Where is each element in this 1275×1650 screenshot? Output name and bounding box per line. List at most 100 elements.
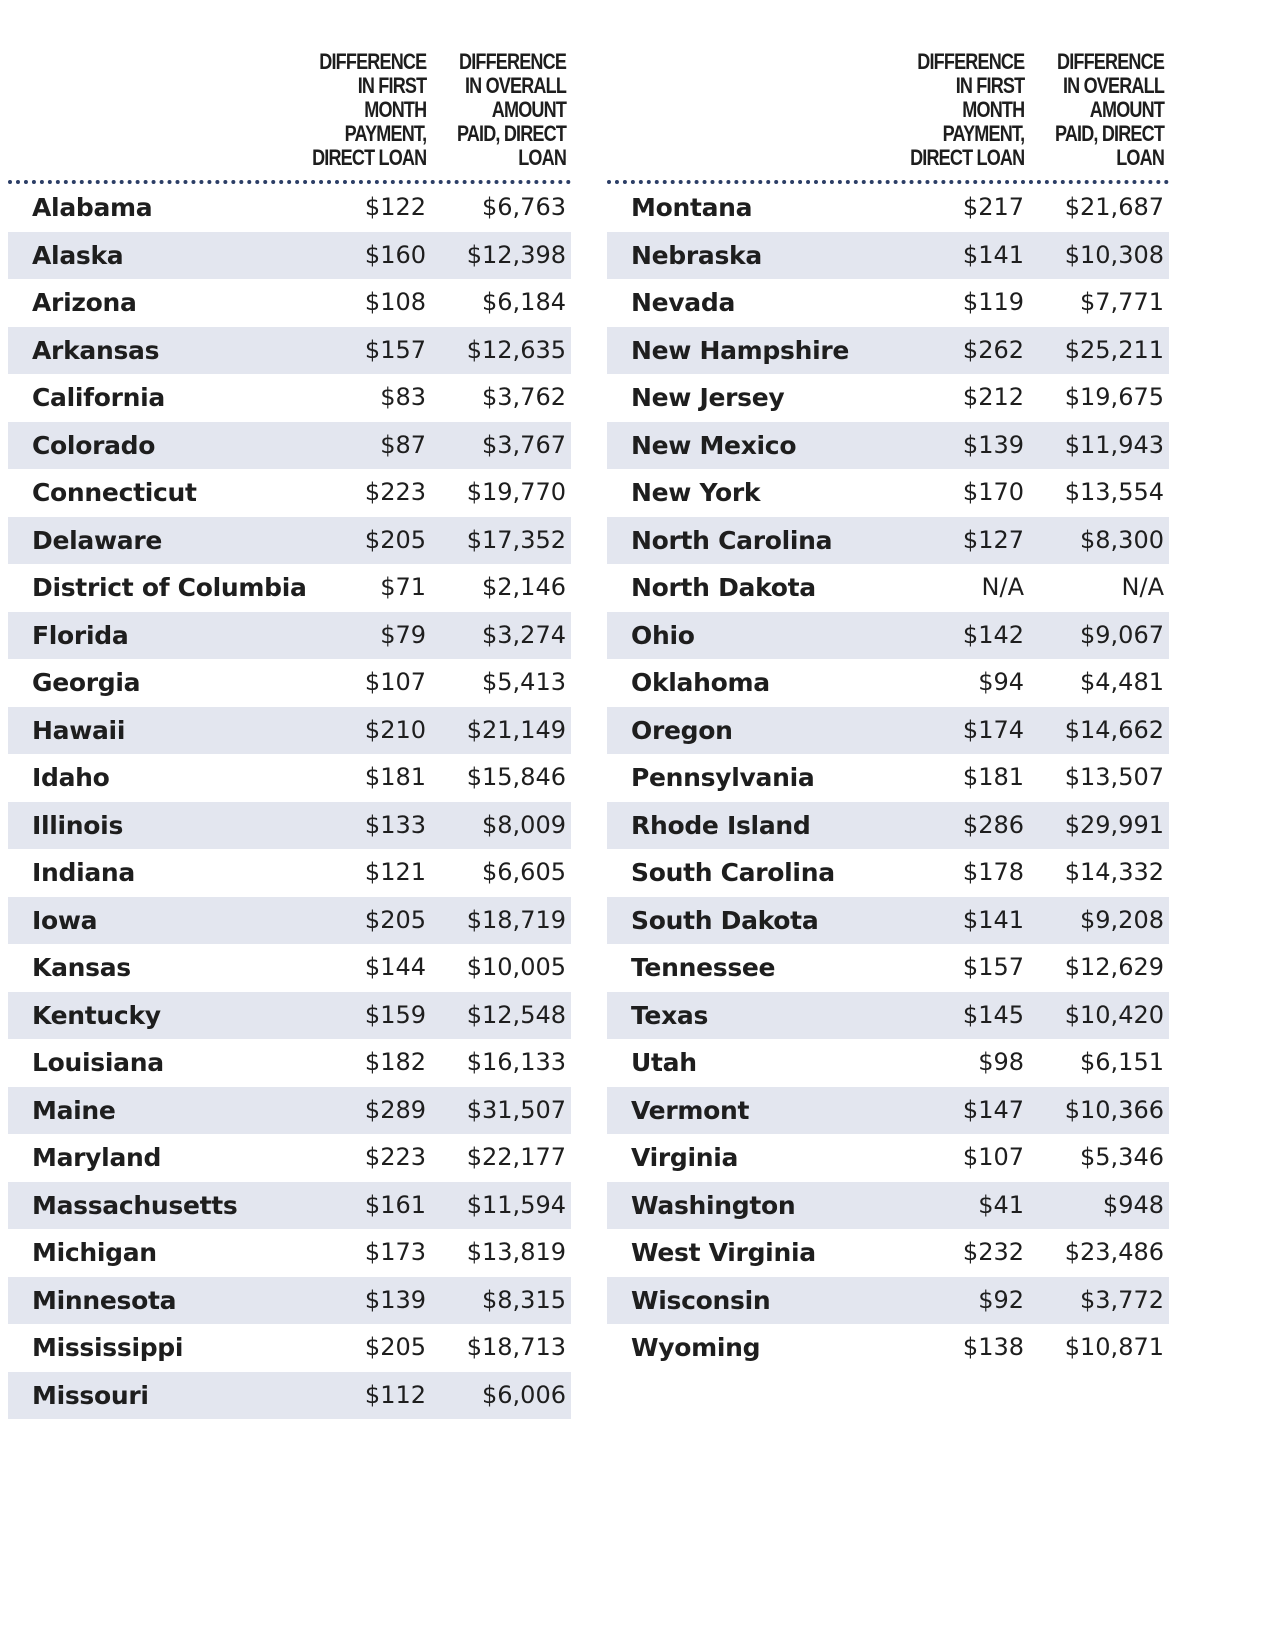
table-row: Iowa $205 $18,719 [8, 896, 571, 944]
first-month-difference: $119 [962, 288, 1024, 316]
first-month-difference: $41 [978, 1190, 1024, 1219]
first-month-difference: $79 [380, 620, 426, 649]
table-row: Rhode Island $286 $29,991 [607, 801, 1169, 849]
header-first-month-payment: DIFFERENCE IN FIRST MONTH PAYMENT, DIREC… [909, 49, 1025, 170]
state-name: Vermont [631, 1095, 750, 1125]
state-name: Kentucky [32, 1000, 161, 1030]
first-month-difference: $262 [962, 335, 1024, 364]
table-row: Montana $217 $21,687 [607, 184, 1169, 232]
state-name: Minnesota [32, 1285, 177, 1315]
overall-difference: $15,846 [466, 763, 566, 791]
state-name: Massachusetts [32, 1190, 238, 1220]
overall-difference: $11,943 [1064, 430, 1164, 459]
table-row: Pennsylvania $181 $13,507 [607, 754, 1169, 802]
state-name: Rhode Island [631, 810, 811, 840]
state-name: Iowa [32, 905, 98, 935]
state-name: Mississippi [32, 1333, 184, 1362]
state-name: Alaska [32, 240, 124, 270]
overall-difference: $31,507 [466, 1095, 566, 1124]
first-month-difference: $223 [364, 478, 426, 506]
overall-difference: $8,009 [482, 810, 566, 839]
state-name: Texas [631, 1000, 709, 1030]
dotted-divider [607, 180, 1169, 184]
first-month-difference: $87 [380, 430, 426, 459]
state-name: North Carolina [631, 525, 833, 555]
overall-difference: $13,554 [1064, 478, 1164, 506]
first-month-difference: $127 [962, 525, 1024, 554]
first-month-difference: $139 [364, 1285, 426, 1314]
overall-difference: $948 [1102, 1190, 1164, 1219]
first-month-difference: $174 [962, 715, 1024, 744]
state-name: Kansas [32, 953, 131, 982]
first-month-difference: $159 [364, 1000, 426, 1029]
table-body-right: Montana $217 $21,687 Nebraska $141 $10,308 Nev… [607, 184, 1169, 1372]
first-month-difference: $107 [962, 1143, 1024, 1171]
overall-difference: $12,629 [1064, 953, 1164, 981]
state-name: South Carolina [631, 858, 835, 887]
table-row: Missouri $112 $6,006 [8, 1371, 571, 1419]
state-name: West Virginia [631, 1238, 816, 1267]
table-row: Michigan $173 $13,819 [8, 1229, 571, 1277]
header-first-month-payment: DIFFERENCE IN FIRST MONTH PAYMENT, DIREC… [311, 49, 427, 170]
overall-difference: $25,211 [1064, 335, 1164, 364]
overall-difference: $21,687 [1064, 193, 1164, 221]
overall-difference: $6,605 [482, 858, 566, 886]
table-row: Utah $98 $6,151 [607, 1039, 1169, 1087]
table-row: Vermont $147 $10,366 [607, 1086, 1169, 1134]
overall-difference: $3,762 [482, 383, 566, 411]
overall-difference: $3,274 [482, 620, 566, 649]
first-month-difference: $232 [962, 1238, 1024, 1266]
overall-difference: $10,005 [466, 953, 566, 981]
first-month-difference: $98 [978, 1048, 1024, 1076]
state-name: Maryland [32, 1143, 162, 1172]
table-row: West Virginia $232 $23,486 [607, 1229, 1169, 1277]
first-month-difference: $83 [380, 383, 426, 411]
first-month-difference: $142 [962, 620, 1024, 649]
overall-difference: $10,420 [1064, 1000, 1164, 1029]
overall-difference: $12,635 [466, 335, 566, 364]
table-row: Hawaii $210 $21,149 [8, 706, 571, 754]
table-row: Oregon $174 $14,662 [607, 706, 1169, 754]
state-name: New Mexico [631, 430, 797, 460]
state-name: Utah [631, 1048, 697, 1077]
first-month-difference: N/A [981, 573, 1024, 601]
overall-difference: $12,398 [466, 240, 566, 269]
table-row: North Carolina $127 $8,300 [607, 516, 1169, 564]
state-name: Nevada [631, 288, 736, 317]
state-name: Nebraska [631, 240, 762, 270]
overall-difference: $19,770 [466, 478, 566, 506]
overall-difference: $13,819 [466, 1238, 566, 1266]
table-row: Maine $289 $31,507 [8, 1086, 571, 1134]
state-name: Oklahoma [631, 668, 770, 697]
overall-difference: $5,346 [1080, 1143, 1164, 1171]
state-name: Oregon [631, 715, 733, 745]
state-name: Delaware [32, 525, 162, 555]
overall-difference: $6,006 [482, 1380, 566, 1409]
state-name: Indiana [32, 858, 136, 887]
table-row: Washington $41 $948 [607, 1181, 1169, 1229]
table-row: South Carolina $178 $14,332 [607, 849, 1169, 897]
table-row: Delaware $205 $17,352 [8, 516, 571, 564]
state-name: Michigan [32, 1238, 157, 1267]
overall-difference: $18,719 [466, 905, 566, 934]
state-name: Montana [631, 193, 753, 222]
state-name: Washington [631, 1190, 796, 1220]
table-row: Indiana $121 $6,605 [8, 849, 571, 897]
state-name: Arkansas [32, 335, 160, 365]
overall-difference: $13,507 [1064, 763, 1164, 791]
table-row: Mississippi $205 $18,713 [8, 1324, 571, 1372]
state-name: Arizona [32, 288, 137, 317]
first-month-difference: $147 [962, 1095, 1024, 1124]
overall-difference: $10,871 [1064, 1333, 1164, 1361]
table-row: Kentucky $159 $12,548 [8, 991, 571, 1039]
overall-difference: $29,991 [1064, 810, 1164, 839]
table-row: South Dakota $141 $9,208 [607, 896, 1169, 944]
table-row: Virginia $107 $5,346 [607, 1134, 1169, 1182]
state-name: Wisconsin [631, 1285, 771, 1315]
first-month-difference: $205 [364, 525, 426, 554]
header-overall-amount-paid: DIFFERENCE IN OVERALL AMOUNT PAID, DIREC… [1054, 49, 1165, 170]
first-month-difference: $210 [364, 715, 426, 744]
overall-difference: $23,486 [1064, 1238, 1164, 1266]
table-row: Colorado $87 $3,767 [8, 421, 571, 469]
state-name: Illinois [32, 810, 124, 840]
